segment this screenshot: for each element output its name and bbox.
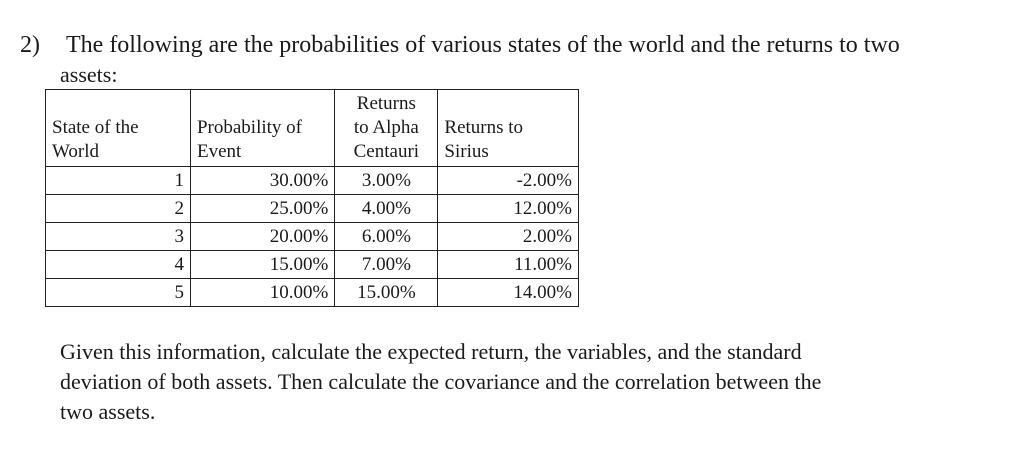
cell-alpha: 7.00% xyxy=(334,250,439,279)
instructions-paragraph: Given this information, calculate the ex… xyxy=(60,337,980,427)
cell-state: 1 xyxy=(45,166,191,195)
question-intro-line2: assets: xyxy=(60,62,118,87)
cell-probability: 15.00% xyxy=(189,250,336,279)
cell-probability: 30.00% xyxy=(189,166,336,195)
instructions-line1: Given this information, calculate the ex… xyxy=(60,339,802,364)
cell-probability: 10.00% xyxy=(189,278,336,307)
header-alpha: Returns to Alpha Centauri xyxy=(334,89,439,167)
question-heading: 2) The following are the probabilities of… xyxy=(20,30,900,60)
table-row: 1 30.00% 3.00% -2.00% xyxy=(45,166,579,195)
table-row: 4 15.00% 7.00% 11.00% xyxy=(45,250,579,279)
cell-sirius: 11.00% xyxy=(437,250,579,279)
cell-probability: 20.00% xyxy=(189,222,336,251)
instructions-line3: two assets. xyxy=(60,399,156,424)
instructions-line2: deviation of both assets. Then calculate… xyxy=(60,369,822,394)
table-row: 3 20.00% 6.00% 2.00% xyxy=(45,222,579,251)
question-number: 2) xyxy=(20,32,40,58)
question-intro-line1: The following are the probabilities of v… xyxy=(66,32,900,58)
cell-alpha: 6.00% xyxy=(334,222,439,251)
cell-state: 5 xyxy=(45,278,191,307)
returns-table: State of the World Probability of Event … xyxy=(45,89,579,307)
header-state: State of the World xyxy=(45,89,191,167)
table-header-row: State of the World Probability of Event … xyxy=(45,89,579,167)
table-row: 5 10.00% 15.00% 14.00% xyxy=(45,278,579,307)
cell-sirius: -2.00% xyxy=(437,166,579,195)
cell-state: 4 xyxy=(45,250,191,279)
header-sirius: Returns to Sirius xyxy=(437,89,579,167)
cell-state: 2 xyxy=(45,194,191,223)
cell-probability: 25.00% xyxy=(189,194,336,223)
cell-state: 3 xyxy=(45,222,191,251)
cell-alpha: 4.00% xyxy=(334,194,439,223)
cell-sirius: 12.00% xyxy=(437,194,579,223)
cell-sirius: 14.00% xyxy=(437,278,579,307)
cell-alpha: 15.00% xyxy=(334,278,439,307)
cell-sirius: 2.00% xyxy=(437,222,579,251)
cell-alpha: 3.00% xyxy=(334,166,439,195)
table-row: 2 25.00% 4.00% 12.00% xyxy=(45,194,579,223)
header-probability: Probability of Event xyxy=(189,89,336,167)
